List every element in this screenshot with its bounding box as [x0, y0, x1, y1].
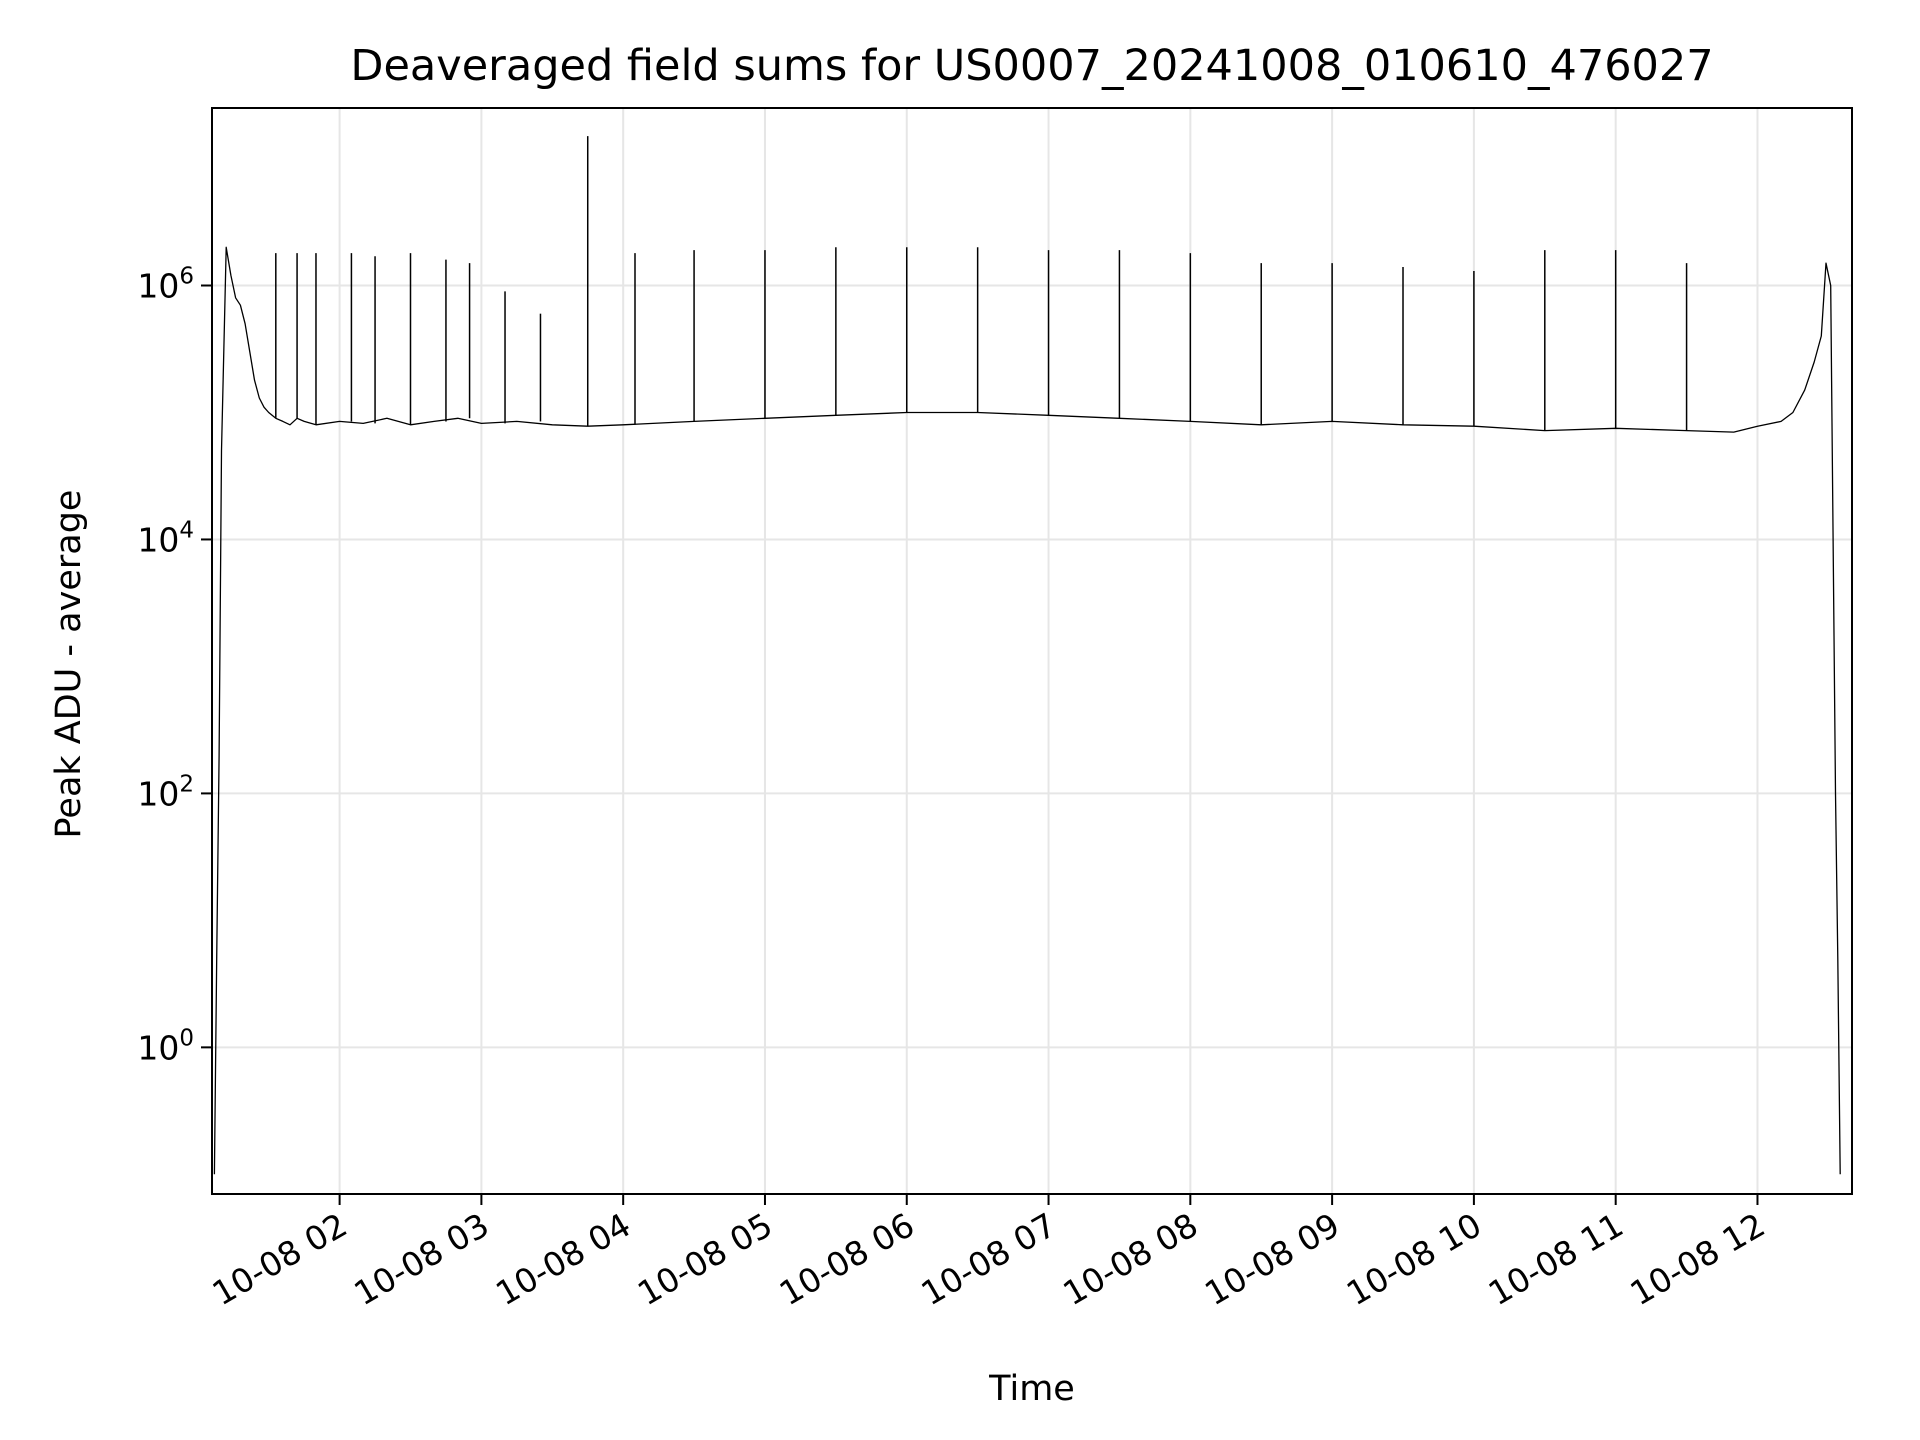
x-tick-label: 10-08 05: [631, 1205, 779, 1313]
series-group: [213, 136, 1841, 1175]
x-tick-label: 10-08 10: [1340, 1205, 1488, 1313]
x-tick-label: 10-08 06: [773, 1205, 921, 1313]
y-axis: 100 102 104 106: [137, 264, 212, 1067]
plot-frame: [211, 107, 1853, 1195]
y-tick-label: 106: [137, 264, 194, 306]
x-tick-label: 10-08 11: [1482, 1205, 1630, 1313]
y-tick-label: 100: [137, 1025, 194, 1067]
x-tick-label: 10-08 08: [1056, 1205, 1204, 1313]
series-line: [213, 246, 1841, 1175]
y-tick-label: 102: [137, 771, 194, 813]
x-tick-label: 10-08 09: [1198, 1205, 1346, 1313]
x-tick-label: 10-08 07: [915, 1205, 1063, 1313]
x-axis-label: Time: [988, 1369, 1075, 1409]
y-axis-label: Peak ADU - average: [49, 490, 89, 839]
x-tick-label: 10-08 03: [347, 1205, 495, 1313]
x-tick-label: 10-08 02: [206, 1205, 354, 1313]
x-tick-label: 10-08 04: [489, 1205, 637, 1313]
grid: [212, 108, 1852, 1194]
x-tick-label: 10-08 12: [1623, 1205, 1771, 1313]
chart-title: Deaveraged field sums for US0007_2024100…: [350, 41, 1713, 91]
y-tick-label: 104: [137, 517, 194, 559]
series-layer: [213, 136, 1841, 1175]
